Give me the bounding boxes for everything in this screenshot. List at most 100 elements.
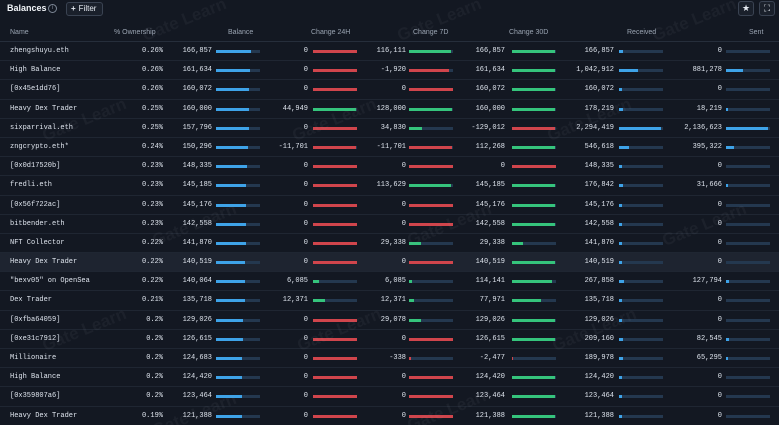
change24h-value: 0 xyxy=(303,334,308,343)
table-row[interactable]: [0x45e1dd76] 0.26% 160,072 0 0 160,072 160,072… xyxy=(0,80,779,100)
row-name-link[interactable]: [0xe31c7912] xyxy=(10,334,61,343)
balance-value: 140,064 xyxy=(182,277,212,286)
table-row[interactable]: Heavy Dex Trader 0.22% 140,519 0 0 140,519 140… xyxy=(0,253,779,273)
sent-bar xyxy=(726,414,770,418)
row-name-link[interactable]: [0x45e1dd76] xyxy=(10,85,61,94)
change30d-bar-fill xyxy=(512,318,555,322)
row-name-link[interactable]: Millionaire xyxy=(10,354,57,362)
row-name-link[interactable]: [0x56f722ac] xyxy=(10,200,61,209)
row-name-link[interactable]: fredli.eth xyxy=(10,181,53,190)
balance-value: 135,718 xyxy=(182,296,212,305)
sent-bar-fill xyxy=(726,145,734,149)
change24h-value: 0 xyxy=(303,47,308,55)
sent-bar-fill xyxy=(726,357,728,360)
balance-value: 157,796 xyxy=(182,123,212,132)
change24h-bar-fill xyxy=(313,357,357,360)
col-header-sent[interactable]: Sent xyxy=(749,29,764,36)
change24h-bar xyxy=(313,299,357,303)
balance-bar xyxy=(216,395,260,399)
row-name-link[interactable]: [0x359807a6] xyxy=(10,392,61,401)
received-bar xyxy=(619,414,663,418)
sent-bar xyxy=(726,222,770,226)
row-name-link[interactable]: Heavy Dex Trader xyxy=(10,258,78,267)
row-name-link[interactable]: sixparrival.eth xyxy=(10,123,74,132)
table-row[interactable]: [0xfba64059] 0.2% 129,026 0 29,078 129,026 129… xyxy=(0,311,779,330)
ownership-value: 0.19% xyxy=(141,411,163,420)
balance-value: 123,464 xyxy=(182,392,212,401)
col-header-change24h[interactable]: Change 24H xyxy=(311,29,351,36)
change24h-bar xyxy=(313,107,357,111)
table-row[interactable]: [0xe31c7912] 0.2% 126,615 0 0 126,615 209,160 8… xyxy=(0,330,779,349)
col-header-name[interactable]: Name xyxy=(10,29,29,36)
table-row[interactable]: High Balance 0.26% 161,634 0 -1,920 161,634 1,… xyxy=(0,61,779,81)
row-name-link[interactable]: zhengshuyu.eth xyxy=(10,47,69,55)
col-header-change7d[interactable]: Change 7D xyxy=(413,29,449,36)
row-name-link[interactable]: Heavy Dex Trader xyxy=(10,104,78,113)
change7d-bar xyxy=(409,395,453,399)
received-bar-fill xyxy=(619,69,638,73)
balance-value: 160,072 xyxy=(182,85,212,94)
row-name-link[interactable]: High Balance xyxy=(10,373,61,382)
change30d-value: 145,176 xyxy=(475,200,505,209)
change7d-bar xyxy=(409,414,453,418)
change30d-bar-fill xyxy=(512,184,555,188)
table-row[interactable]: "bexv05" on OpenSea 0.22% 140,064 6,085 6,08… xyxy=(0,272,779,292)
table-row[interactable]: zhengshuyu.eth 0.26% 166,857 0 116,111 166,85… xyxy=(0,42,779,62)
change24h-value: 0 xyxy=(303,162,308,171)
change30d-bar xyxy=(512,261,556,265)
row-name-link[interactable]: zngcrypto.eth* xyxy=(10,142,69,151)
received-bar xyxy=(619,107,663,111)
row-name-link[interactable]: [0x0d17520b] xyxy=(10,162,61,171)
table-row[interactable]: NFT Collector 0.22% 141,870 0 29,338 29,338 14… xyxy=(0,234,779,254)
table-row[interactable]: [0x359807a6] 0.2% 123,464 0 0 123,464 123,464 0 xyxy=(0,387,779,407)
sent-bar xyxy=(726,50,770,53)
table-row[interactable]: Heavy Dex Trader 0.19% 121,388 0 0 121,388 121… xyxy=(0,407,779,425)
col-header-ownership[interactable]: % Ownership xyxy=(114,29,156,36)
change7d-bar-fill xyxy=(409,280,412,284)
row-name-link[interactable]: "bexv05" on OpenSea xyxy=(10,277,90,286)
change24h-value: 0 xyxy=(303,373,308,382)
received-value: 267,858 xyxy=(584,277,614,286)
row-name-link[interactable]: Heavy Dex Trader xyxy=(10,411,78,420)
star-icon[interactable]: ★ xyxy=(738,1,754,16)
table-row[interactable]: Heavy Dex Trader 0.25% 160,000 44,949 128,00… xyxy=(0,100,779,119)
table-row[interactable]: [0x56f722ac] 0.23% 145,176 0 0 145,176 145,176… xyxy=(0,196,779,215)
change24h-bar-fill xyxy=(313,107,356,111)
table-row[interactable]: Dex Trader 0.21% 135,718 12,371 12,371 77,971… xyxy=(0,291,779,311)
row-name-link[interactable]: [0xfba64059] xyxy=(10,315,61,324)
balance-bar-fill xyxy=(216,126,249,130)
received-bar xyxy=(619,318,663,322)
sent-value: 18,219 xyxy=(696,104,722,113)
change30d-value: 129,026 xyxy=(475,315,505,324)
info-icon[interactable]: i xyxy=(48,4,57,13)
table-row[interactable]: bitbender.eth 0.23% 142,558 0 0 142,558 142,55… xyxy=(0,215,779,234)
change7d-bar xyxy=(409,241,453,245)
balance-bar-fill xyxy=(216,184,246,188)
ownership-value: 0.26% xyxy=(141,85,163,94)
table-row[interactable]: [0x0d17520b] 0.23% 148,335 0 0 0 148,335 0 xyxy=(0,157,779,177)
col-header-received[interactable]: Received xyxy=(627,29,657,36)
balance-bar xyxy=(216,145,260,149)
row-name-link[interactable]: NFT Collector xyxy=(10,238,65,247)
change7d-bar-fill xyxy=(409,299,414,303)
ownership-value: 0.23% xyxy=(141,219,163,228)
col-header-change30d[interactable]: Change 30D xyxy=(509,29,549,36)
balance-bar xyxy=(216,126,260,130)
change7d-bar-fill xyxy=(409,145,452,149)
row-name-link[interactable]: High Balance xyxy=(10,66,61,75)
change7d-bar-fill xyxy=(409,69,449,73)
filter-button[interactable]: + Filter xyxy=(66,2,103,16)
table-row[interactable]: Millionaire 0.2% 124,683 0 -338 -2,477 189,978… xyxy=(0,349,779,369)
table-row[interactable]: sixparrival.eth 0.25% 157,796 0 34,830 -129,0… xyxy=(0,119,779,138)
row-name-link[interactable]: bitbender.eth xyxy=(10,219,65,228)
row-name-link[interactable]: Dex Trader xyxy=(10,296,53,305)
table-row[interactable]: fredli.eth 0.23% 145,185 0 113,629 145,185 176… xyxy=(0,176,779,196)
col-header-balance[interactable]: Balance xyxy=(228,29,254,36)
change30d-bar xyxy=(512,414,556,418)
change30d-bar-fill xyxy=(512,126,555,130)
change7d-value: 0 xyxy=(401,258,406,267)
expand-icon[interactable]: ⛶ xyxy=(759,1,775,16)
table-row[interactable]: zngcrypto.eth* 0.24% 150,296 -11,701 -11,701… xyxy=(0,138,779,158)
received-value: 123,464 xyxy=(584,392,614,401)
table-row[interactable]: High Balance 0.2% 124,420 0 0 124,420 124,420 0 xyxy=(0,368,779,388)
